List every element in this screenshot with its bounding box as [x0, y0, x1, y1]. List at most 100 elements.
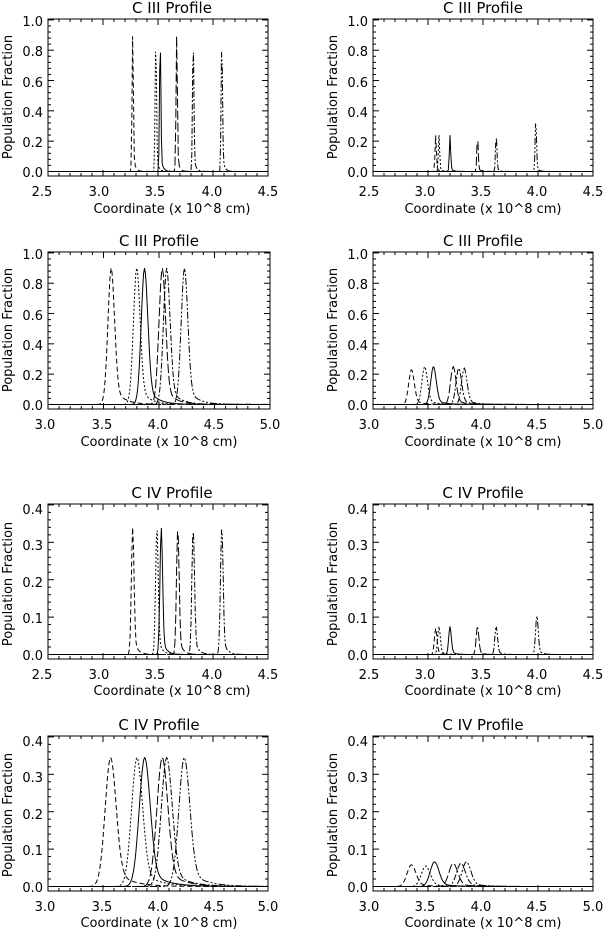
profile-curve [373, 367, 593, 405]
y-axis-label: Population Fraction [326, 522, 341, 646]
y-tick-label: 0.1 [22, 844, 43, 859]
plot-frame [47, 18, 269, 177]
y-tick-label: 0.3 [347, 771, 368, 786]
y-axis-label: Population Fraction [1, 753, 16, 877]
x-tick-label: 4.0 [471, 900, 492, 915]
y-tick-label: 0.4 [22, 339, 43, 354]
panel-title: C IV Profile [131, 484, 212, 502]
y-tick-label: 0.4 [22, 106, 43, 121]
y-axis-label: Population Fraction [1, 522, 16, 646]
x-tick-label: 3.0 [415, 668, 436, 683]
y-tick-label: 0.4 [347, 503, 368, 518]
x-tick-label: 3.5 [145, 668, 166, 683]
x-tick-label: 2.5 [32, 668, 53, 683]
x-tick-label: 5.0 [258, 900, 279, 915]
profile-curve [373, 861, 593, 887]
y-axis-label: Population Fraction [326, 753, 341, 877]
x-tick-label: 3.5 [415, 900, 436, 915]
y-axis-label: Population Fraction [326, 35, 341, 159]
x-tick-label: 5.0 [583, 900, 603, 915]
x-axis-label: Coordinate (x 10^8 cm) [404, 202, 561, 217]
y-tick-label: 0.0 [22, 881, 43, 896]
y-tick-label: 0.1 [347, 612, 368, 627]
y-tick-label: 0.4 [22, 503, 43, 518]
panel-title: C IV Profile [118, 716, 199, 734]
x-tick-label: 3.0 [89, 668, 110, 683]
x-tick-label: 4.0 [202, 668, 223, 683]
y-tick-label: 0.1 [22, 612, 43, 627]
profile-curve [373, 138, 593, 172]
profile-curve [373, 369, 593, 405]
profile-curve [48, 756, 268, 887]
y-tick-label: 0.8 [22, 278, 43, 293]
x-tick-label: 3.5 [145, 185, 166, 200]
x-tick-label: 3.0 [35, 900, 56, 915]
y-tick-label: 0.0 [347, 166, 368, 181]
profile-curve [373, 626, 593, 655]
y-tick-label: 0.4 [347, 339, 368, 354]
profile-curve [48, 52, 268, 172]
y-tick-label: 0.6 [22, 76, 43, 91]
x-axis-label: Coordinate (x 10^8 cm) [93, 202, 250, 217]
x-axis-label: Coordinate (x 10^8 cm) [404, 435, 561, 450]
x-axis-label: Coordinate (x 10^8 cm) [93, 684, 250, 699]
y-tick-label: 0.0 [347, 649, 368, 664]
profile-curve [48, 756, 268, 887]
profile-curve [373, 123, 593, 172]
x-axis-label: Coordinate (x 10^8 cm) [404, 684, 561, 699]
panel-title: C IV Profile [442, 716, 523, 734]
y-tick-label: 0.2 [347, 136, 368, 151]
plot-area [372, 251, 594, 410]
plot-area [47, 18, 269, 177]
profile-curve [48, 267, 270, 405]
profile-curve [373, 135, 593, 172]
y-tick-label: 0.0 [22, 399, 43, 414]
y-tick-label: 0.8 [347, 45, 368, 60]
y-tick-label: 0.6 [347, 309, 368, 324]
profile-curve [48, 51, 268, 172]
x-tick-label: 2.5 [32, 185, 53, 200]
y-tick-label: 0.2 [347, 808, 368, 823]
profile-curve [373, 141, 593, 172]
x-tick-label: 3.5 [415, 418, 436, 433]
panel-c3-top-right: C III Profile Coordinate (x 10^8 cm) Pop… [326, 0, 603, 217]
profile-curve [48, 36, 268, 172]
y-tick-label: 0.6 [22, 309, 43, 324]
x-axis-label: Coordinate (x 10^8 cm) [80, 435, 237, 450]
y-tick-label: 0.2 [22, 369, 43, 384]
y-tick-label: 0.2 [22, 808, 43, 823]
profile-curve [48, 51, 268, 172]
y-tick-label: 0.8 [22, 45, 43, 60]
profile-curve [48, 531, 268, 655]
profile-curve [373, 616, 593, 655]
plot-area [47, 503, 269, 660]
x-tick-label: 4.5 [583, 185, 603, 200]
y-tick-label: 0.6 [347, 76, 368, 91]
profile-curve [373, 626, 593, 655]
panel-title: C IV Profile [442, 484, 523, 502]
panel-c3-second-left: C III Profile Coordinate (x 10^8 cm) Pop… [1, 232, 280, 450]
plot-frame [47, 503, 269, 660]
y-tick-label: 1.0 [347, 248, 368, 263]
y-tick-label: 0.3 [22, 539, 43, 554]
plot-frame [372, 503, 594, 660]
panel-title: C III Profile [443, 0, 523, 17]
x-tick-label: 3.0 [359, 418, 380, 433]
x-tick-label: 2.5 [359, 668, 380, 683]
plot-area [372, 735, 594, 892]
profile-curve [373, 862, 593, 887]
panel-c3-second-right: C III Profile Coordinate (x 10^8 cm) Pop… [326, 232, 603, 450]
x-tick-label: 3.0 [415, 185, 436, 200]
profile-curve [48, 268, 270, 405]
panel-title: C III Profile [119, 232, 199, 250]
y-tick-label: 0.0 [22, 649, 43, 664]
panel-c3-top-left: C III Profile Coordinate (x 10^8 cm) Pop… [1, 0, 278, 217]
profile-curve [48, 756, 268, 887]
x-tick-label: 3.5 [92, 418, 113, 433]
x-tick-label: 4.5 [258, 185, 279, 200]
x-tick-label: 3.0 [89, 185, 110, 200]
x-tick-label: 2.5 [359, 185, 380, 200]
x-tick-label: 5.0 [583, 418, 603, 433]
profile-curve [373, 135, 593, 172]
x-tick-label: 4.5 [583, 668, 603, 683]
